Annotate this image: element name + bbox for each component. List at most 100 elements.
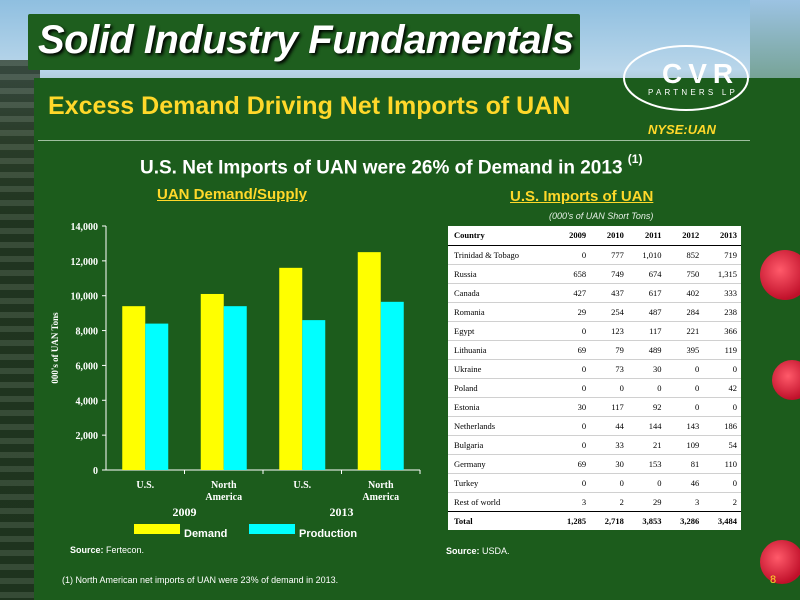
table-cell: 29 bbox=[552, 301, 591, 321]
ticker-symbol: NYSE:UAN bbox=[648, 122, 716, 137]
table-source: Source: USDA. bbox=[446, 546, 510, 556]
table-row: Russia 658 749 674 750 1,315 bbox=[448, 263, 741, 283]
x-tick-label: North America bbox=[362, 480, 399, 503]
table-cell: Estonia bbox=[448, 396, 553, 416]
table-cell: 1,010 bbox=[627, 244, 666, 264]
table-row: Lithuania 69 79 489 395 119 bbox=[448, 339, 741, 359]
table-cell: 54 bbox=[703, 434, 741, 454]
table-cell: 119 bbox=[703, 339, 741, 359]
table-cell: 3 bbox=[552, 491, 591, 511]
table-cell: 0 bbox=[703, 396, 741, 416]
x-tick-label: U.S. bbox=[293, 480, 311, 491]
table-cell: 238 bbox=[703, 301, 741, 321]
table-row: Canada 427 437 617 402 333 bbox=[448, 282, 741, 302]
table-row: Estonia 30 117 92 0 0 bbox=[448, 396, 741, 416]
y-tick-label: 12,000 bbox=[71, 257, 99, 268]
imports-table: Country 2009 2010 2011 2012 2013 Trinidad & T… bbox=[448, 226, 741, 530]
table-cell: Russia bbox=[448, 263, 553, 283]
y-tick-label: 8,000 bbox=[76, 327, 99, 338]
table-cell: Germany bbox=[448, 453, 553, 473]
table-row: Romania 29 254 487 284 238 bbox=[448, 301, 741, 321]
flower-image bbox=[760, 540, 800, 584]
table-cell: 0 bbox=[665, 377, 704, 397]
table-cell: 489 bbox=[627, 339, 666, 359]
total-row: Total 1,285 2,718 3,853 3,286 3,484 bbox=[448, 510, 741, 530]
table-cell: Bulgaria bbox=[448, 434, 553, 454]
group-label: 2009 bbox=[173, 505, 197, 519]
table-title: U.S. Imports of UAN bbox=[510, 188, 654, 205]
group-label: 2013 bbox=[330, 505, 354, 519]
table-cell: 0 bbox=[552, 472, 591, 492]
table-cell: 3,286 bbox=[665, 510, 704, 530]
table-cell: 2,718 bbox=[590, 510, 628, 530]
column-header: Country bbox=[448, 226, 553, 246]
table-cell: 81 bbox=[665, 453, 704, 473]
chart-title: UAN Demand/Supply bbox=[157, 186, 308, 203]
table-cell: 0 bbox=[665, 396, 704, 416]
table-cell: 153 bbox=[627, 453, 666, 473]
table-cell: 0 bbox=[590, 472, 628, 492]
table-header-row: Country 2009 2010 2011 2012 2013 bbox=[448, 226, 741, 246]
table-cell: Romania bbox=[448, 301, 553, 321]
table-cell: 0 bbox=[703, 472, 741, 492]
table-cell: 777 bbox=[590, 244, 628, 264]
table-cell: 0 bbox=[627, 377, 666, 397]
table-cell: 333 bbox=[703, 282, 741, 302]
table-cell: Canada bbox=[448, 282, 553, 302]
bar-chart: 0 2,000 4,000 6,000 8,000 10,000 12,000 14,000 0… bbox=[50, 222, 421, 540]
bar-demand bbox=[200, 293, 224, 470]
table-cell: Egypt bbox=[448, 320, 553, 340]
y-axis-label: 000's of UAN Tons bbox=[50, 312, 60, 384]
table-cell: 395 bbox=[665, 339, 704, 359]
y-tick-label: 14,000 bbox=[71, 222, 99, 233]
table-row: Turkey 0 0 0 46 0 bbox=[448, 472, 741, 492]
table-cell: 0 bbox=[552, 377, 591, 397]
table-cell: 0 bbox=[552, 358, 591, 378]
table-cell: 123 bbox=[590, 320, 628, 340]
background-tower bbox=[0, 60, 40, 600]
table-cell: Lithuania bbox=[448, 339, 553, 359]
table-cell: 30 bbox=[552, 396, 591, 416]
table-cell: 0 bbox=[552, 320, 591, 340]
table-cell: Turkey bbox=[448, 472, 553, 492]
table-row: Ukraine 0 73 30 0 0 bbox=[448, 358, 741, 378]
column-header: 2013 bbox=[703, 226, 741, 246]
table-cell: 143 bbox=[665, 415, 704, 435]
table-cell: 110 bbox=[703, 453, 741, 473]
table-cell: Rest of world bbox=[448, 491, 553, 511]
table-cell: Trinidad & Tobago bbox=[448, 244, 553, 264]
table-cell: 284 bbox=[665, 301, 704, 321]
table-cell: 366 bbox=[703, 320, 741, 340]
column-header: 2009 bbox=[552, 226, 591, 246]
legend-swatch-production bbox=[249, 524, 295, 534]
table-cell: 30 bbox=[627, 358, 666, 378]
table-cell: 42 bbox=[703, 377, 741, 397]
table-row: Poland 0 0 0 0 42 bbox=[448, 377, 741, 397]
table-cell: 92 bbox=[627, 396, 666, 416]
table-cell: 617 bbox=[627, 282, 666, 302]
table-cell: Poland bbox=[448, 377, 553, 397]
x-tick-label: North America bbox=[205, 480, 242, 503]
y-tick-label: 4,000 bbox=[76, 396, 99, 407]
table-cell: 3,484 bbox=[703, 510, 741, 530]
table-cell: 2 bbox=[590, 491, 628, 511]
slide-subtitle: Excess Demand Driving Net Imports of UAN bbox=[48, 92, 571, 120]
table-cell: 33 bbox=[590, 434, 628, 454]
y-tick-label: 10,000 bbox=[71, 292, 99, 303]
logo-subtext: PARTNERS LP bbox=[648, 88, 739, 97]
table-row: Netherlands 0 44 144 143 186 bbox=[448, 415, 741, 435]
table-cell: 2 bbox=[703, 491, 741, 511]
table-cell: 186 bbox=[703, 415, 741, 435]
table-cell: 29 bbox=[627, 491, 666, 511]
table-row: Trinidad & Tobago 0 777 1,010 852 719 bbox=[448, 244, 741, 264]
table-cell: 0 bbox=[552, 434, 591, 454]
table-cell: 0 bbox=[627, 472, 666, 492]
chart-source: Source: Fertecon. bbox=[70, 545, 145, 555]
table-cell: 109 bbox=[665, 434, 704, 454]
legend-label-demand: Demand bbox=[184, 528, 227, 540]
table-cell: 44 bbox=[590, 415, 628, 435]
table-cell: 658 bbox=[552, 263, 591, 283]
table-cell: Netherlands bbox=[448, 415, 553, 435]
table-row: Germany 69 30 153 81 110 bbox=[448, 453, 741, 473]
